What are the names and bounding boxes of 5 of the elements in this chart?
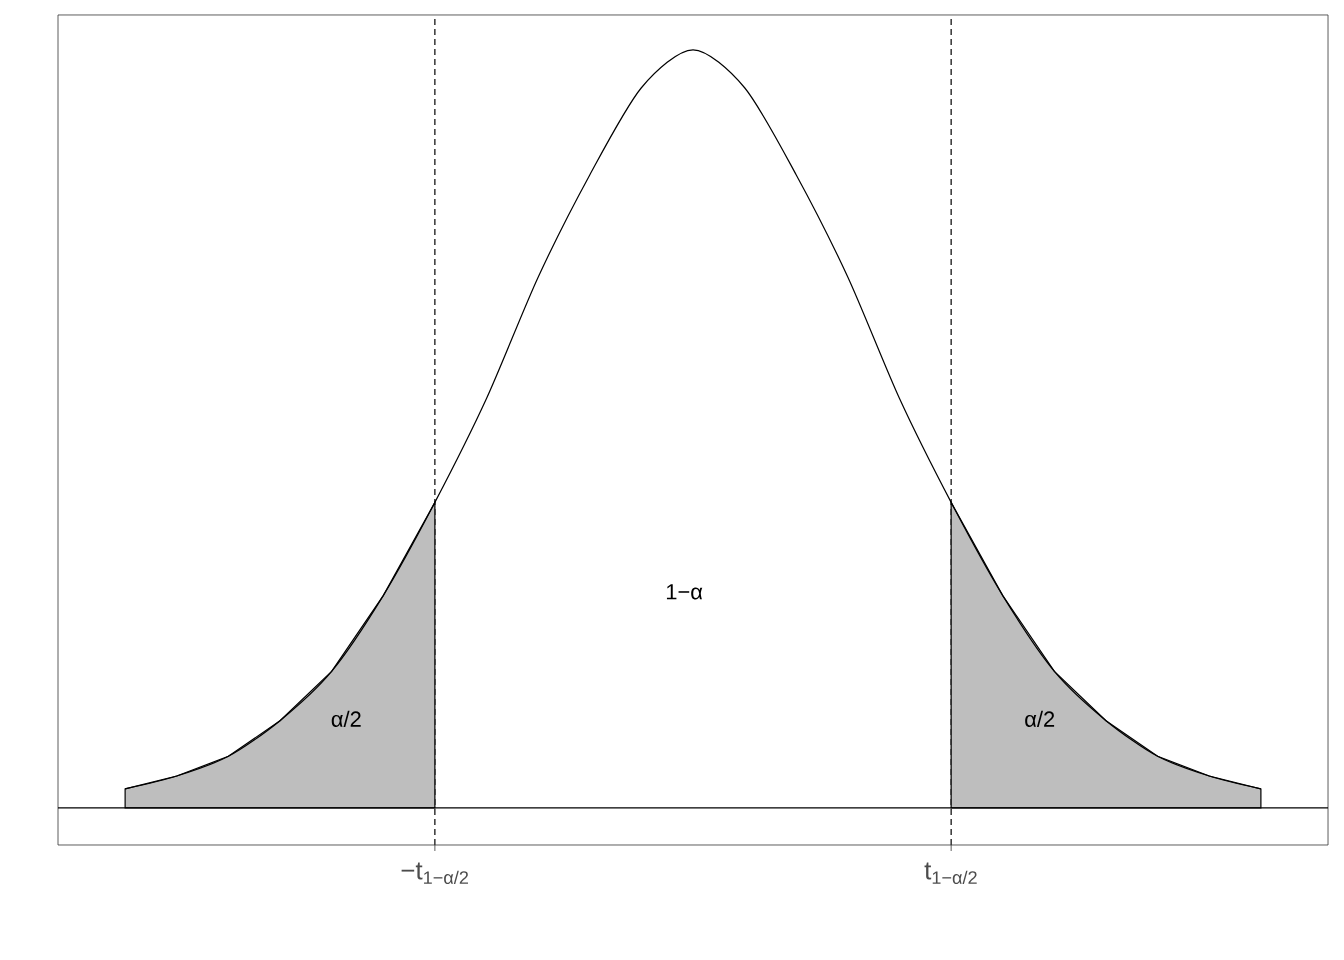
annotation: α/2 xyxy=(1025,710,1055,727)
x-tick-label: −t$_{1−α/2}$ xyxy=(401,862,469,885)
annotation: α/2 xyxy=(331,710,361,727)
x-tick-label: t$_{1−α/2}$ xyxy=(924,862,977,885)
annotation: 1−α xyxy=(666,584,703,600)
